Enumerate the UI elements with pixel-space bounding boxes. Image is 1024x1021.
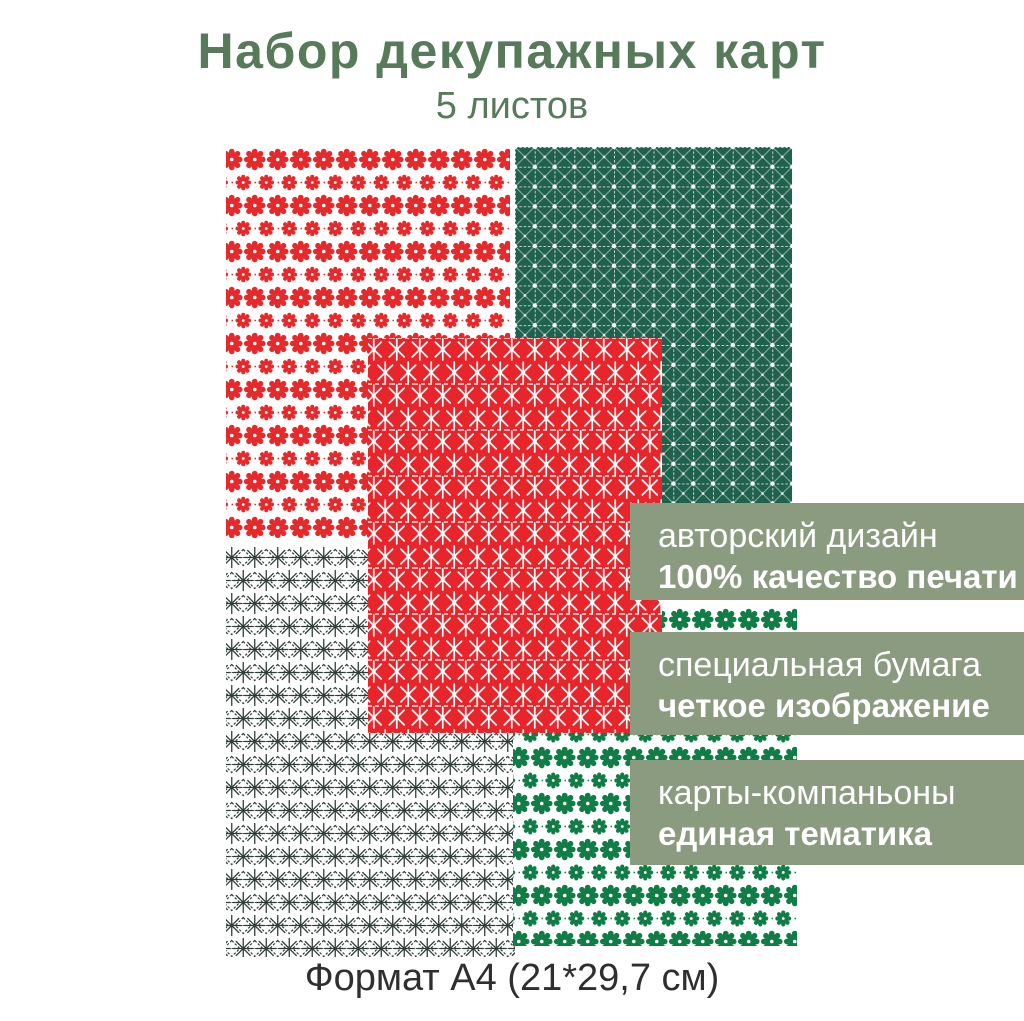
product-title: Набор декупажных карт <box>197 23 827 79</box>
sheet-white-stars-on-red <box>368 338 662 733</box>
product-subtitle: 5 листов <box>435 85 589 127</box>
feature-line: специальная бумага <box>658 646 981 684</box>
feature-line-bold: единая тематика <box>658 815 933 852</box>
feature-line-bold: четкое изображение <box>658 687 990 724</box>
feature-banner-paper: специальная бумага четкое изображение <box>630 632 1024 735</box>
feature-line-bold: 100% качество печати <box>658 558 1018 595</box>
feature-line: карты-компаньоны <box>658 774 956 812</box>
feature-banner-companions: карты-компаньоны единая тематика <box>630 760 1024 865</box>
feature-line: авторский дизайн <box>658 517 938 555</box>
format-caption: Формат А4 (21*29,7 см) <box>304 957 720 999</box>
feature-banner-design: авторский дизайн 100% качество печати <box>630 503 1024 600</box>
